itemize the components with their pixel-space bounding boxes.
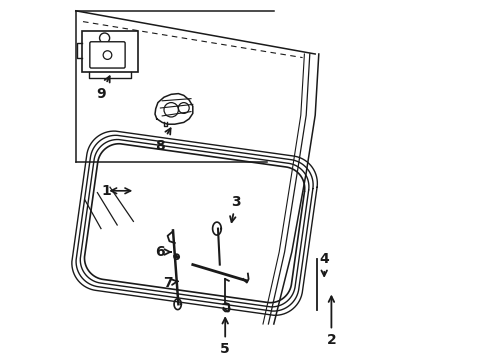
Text: 3: 3: [230, 195, 241, 222]
Text: 8: 8: [155, 129, 171, 153]
FancyBboxPatch shape: [90, 42, 125, 68]
Text: 2: 2: [326, 296, 336, 347]
Text: 1: 1: [101, 184, 111, 198]
Text: 7: 7: [163, 276, 178, 289]
Polygon shape: [155, 94, 193, 124]
FancyBboxPatch shape: [82, 31, 138, 72]
Text: 9: 9: [96, 76, 110, 100]
Text: 5: 5: [220, 318, 230, 356]
Text: 4: 4: [319, 252, 329, 276]
Text: 6: 6: [156, 245, 171, 259]
